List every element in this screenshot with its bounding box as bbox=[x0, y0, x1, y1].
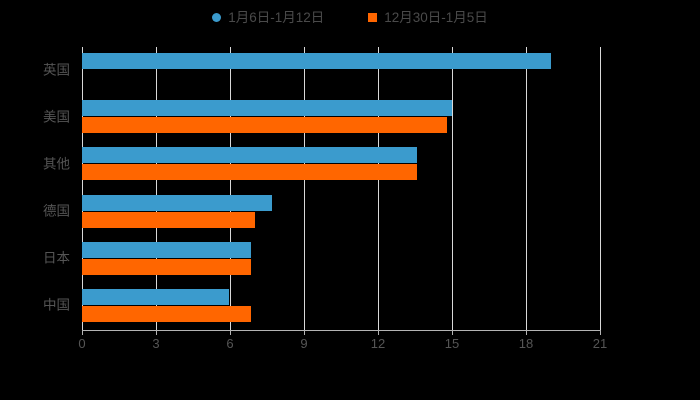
plot-area bbox=[82, 47, 601, 330]
y-axis-category-label: 日本 bbox=[43, 250, 70, 266]
gridline bbox=[304, 47, 305, 330]
bar-group bbox=[82, 241, 600, 275]
gridline bbox=[156, 47, 157, 330]
bar-series-1[interactable] bbox=[82, 241, 251, 258]
x-axis-tick-mark bbox=[600, 330, 601, 335]
x-axis-line bbox=[82, 330, 600, 331]
x-axis-tick-label: 21 bbox=[592, 336, 608, 351]
y-axis-category-label: 德国 bbox=[43, 203, 70, 219]
bar-series-2[interactable] bbox=[82, 258, 251, 275]
x-axis-tick-mark bbox=[378, 330, 379, 335]
y-axis-category-label: 英国 bbox=[43, 61, 70, 77]
gridline bbox=[526, 47, 527, 330]
y-axis-category-label: 其他 bbox=[43, 156, 70, 172]
bar-group bbox=[82, 100, 600, 134]
bar-series-2[interactable] bbox=[82, 305, 251, 322]
x-axis-tick-label: 9 bbox=[300, 336, 308, 351]
bar-group bbox=[82, 147, 600, 181]
gridline bbox=[378, 47, 379, 330]
x-axis-tick-label: 18 bbox=[518, 336, 534, 351]
legend-label-series-2: 12月30日-1月5日 bbox=[384, 10, 488, 25]
x-axis-tick-mark bbox=[82, 330, 83, 335]
bar-group bbox=[82, 288, 600, 322]
x-axis-tick-mark bbox=[304, 330, 305, 335]
x-axis-tick-mark bbox=[452, 330, 453, 335]
legend-square-marker-orange bbox=[368, 13, 378, 23]
gridline bbox=[230, 47, 231, 330]
bar-series-1[interactable] bbox=[82, 100, 452, 117]
x-axis-tick-mark bbox=[156, 330, 157, 335]
legend-item-series-1[interactable]: 1月6日-1月12日 bbox=[212, 11, 324, 25]
x-axis-tick-mark bbox=[526, 330, 527, 335]
legend-label-series-1: 1月6日-1月12日 bbox=[228, 10, 325, 25]
x-axis-tick-label: 12 bbox=[370, 336, 386, 351]
x-axis-tick-label: 3 bbox=[152, 336, 160, 351]
legend-item-series-2[interactable]: 12月30日-1月5日 bbox=[368, 11, 488, 25]
x-axis-tick-label: 15 bbox=[444, 336, 460, 351]
y-axis-category-label: 美国 bbox=[43, 108, 70, 124]
x-axis-tick-label: 6 bbox=[226, 336, 234, 351]
x-axis-tick-mark bbox=[230, 330, 231, 335]
bar-group bbox=[82, 53, 600, 86]
bar-series-1[interactable] bbox=[82, 53, 551, 69]
legend-circle-marker-blue bbox=[212, 13, 222, 23]
bar-series-1[interactable] bbox=[82, 147, 418, 164]
bar-group bbox=[82, 194, 600, 228]
bar-series-1[interactable] bbox=[82, 288, 229, 305]
gridline bbox=[82, 47, 83, 330]
x-axis-tick-label: 0 bbox=[78, 336, 86, 351]
bar-series-2[interactable] bbox=[82, 211, 255, 228]
gridline bbox=[600, 47, 601, 330]
bar-series-2[interactable] bbox=[82, 117, 448, 134]
y-axis-category-label: 中国 bbox=[43, 297, 70, 313]
bar-series-1[interactable] bbox=[82, 194, 272, 211]
gridline bbox=[452, 47, 453, 330]
bar-series-2[interactable] bbox=[82, 164, 418, 181]
chart-legend: 1月6日-1月12日 12月30日-1月5日 bbox=[0, 11, 700, 25]
